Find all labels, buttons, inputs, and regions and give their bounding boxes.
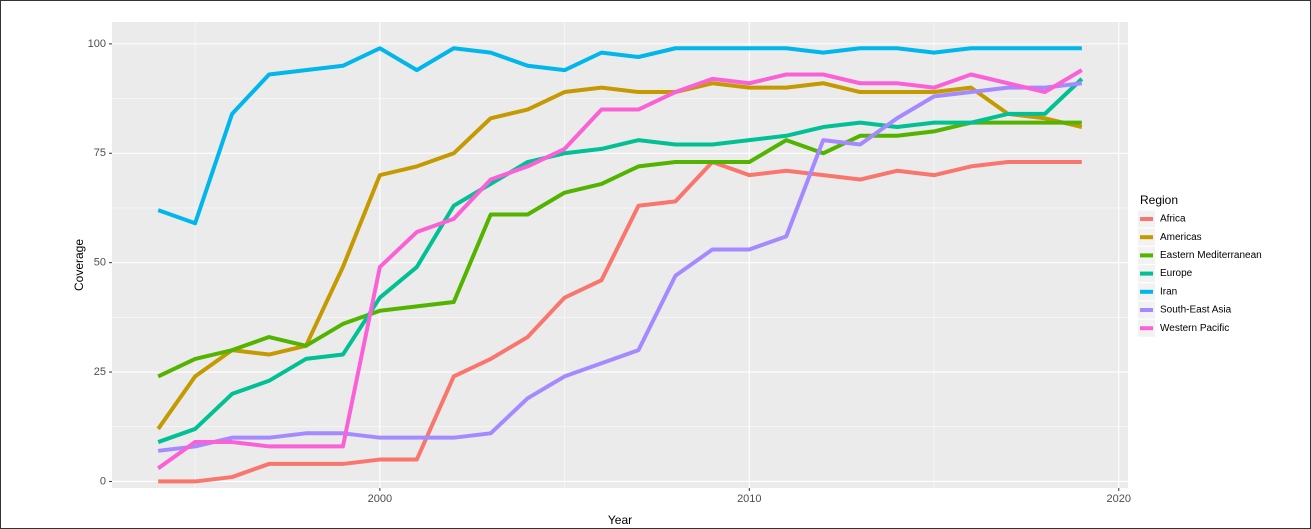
y-tick-label: 100 (88, 38, 106, 50)
x-axis-title: Year (608, 513, 632, 527)
legend-title: Region (1140, 193, 1178, 207)
x-tick-label: 2010 (737, 493, 761, 505)
legend-label: South-East Asia (1160, 305, 1232, 316)
y-tick-label: 50 (94, 257, 106, 269)
legend-label: Africa (1160, 214, 1186, 225)
legend-label: Eastern Mediterranean (1160, 250, 1262, 261)
series-line (157, 46, 1082, 226)
legend-label: Iran (1160, 286, 1177, 297)
series-line (156, 81, 1083, 431)
legend-label: Americas (1160, 232, 1202, 243)
legend-label: Western Pacific (1160, 323, 1229, 334)
series-line (157, 81, 1083, 453)
series-line (157, 77, 1084, 444)
y-axis-title: Coverage (72, 239, 86, 291)
y-tick-label: 75 (94, 147, 106, 159)
series-line (158, 160, 1082, 484)
y-tick-label: 0 (100, 475, 106, 487)
x-tick-label: 2020 (1107, 493, 1131, 505)
series-line (157, 68, 1083, 470)
legend-label: Europe (1160, 268, 1193, 279)
x-tick-label: 2000 (368, 493, 392, 505)
series-line (157, 120, 1082, 379)
y-tick-label: 25 (94, 366, 106, 378)
plot-panel (112, 22, 1128, 488)
